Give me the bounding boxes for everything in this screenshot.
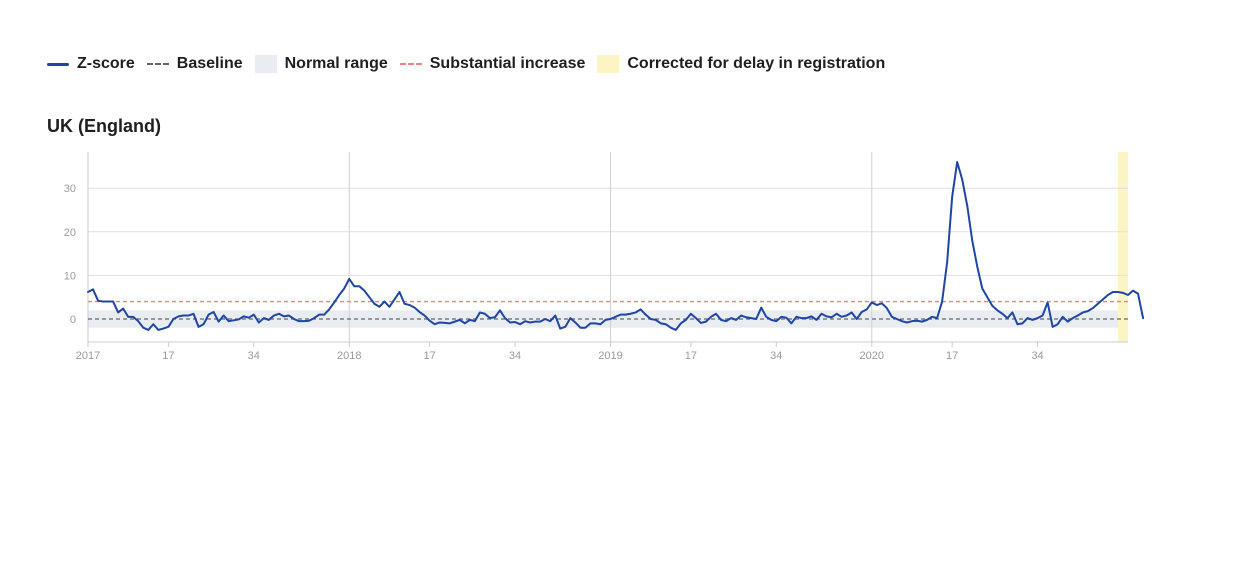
x-tick-label: 34 [1031, 350, 1043, 362]
corrected-delay-band [1117, 152, 1128, 342]
y-tick-label: 0 [70, 314, 76, 326]
legend-item: Substantial increase [399, 55, 586, 73]
x-tick-label: 17 [424, 350, 436, 362]
x-tick-label: 17 [685, 350, 697, 362]
x-tick-label: 34 [248, 350, 260, 362]
legend-item: Z-score [47, 55, 135, 73]
legend-label: Baseline [176, 55, 243, 72]
legend-label: Substantial increase [429, 55, 586, 72]
x-tick-label: 34 [509, 350, 521, 362]
legend-label: Z-score [77, 55, 135, 72]
x-tick-label: 2017 [76, 350, 100, 362]
legend-item: Corrected for delay in registration [597, 55, 885, 73]
legend-swatch [146, 63, 169, 65]
legend-swatch [254, 55, 277, 73]
legend-label: Normal range [284, 55, 388, 72]
x-tick-label: 2020 [860, 350, 884, 362]
zscore-series-line [87, 161, 1145, 331]
legend-label: Corrected for delay in registration [627, 55, 886, 72]
y-tick-label: 30 [64, 183, 76, 195]
y-tick-label: 20 [64, 227, 76, 239]
y-tick-label: 10 [64, 270, 76, 282]
legend-swatch [597, 55, 620, 73]
x-tick-label: 17 [946, 350, 958, 362]
chart-legend: Z-score Baseline Normal range Substantial i… [47, 55, 897, 73]
x-tick-label: 34 [770, 350, 782, 362]
x-tick-label: 17 [162, 350, 174, 362]
x-tick-label: 2019 [598, 350, 622, 362]
x-tick-label: 2018 [337, 350, 361, 362]
legend-item: Normal range [254, 55, 388, 73]
legend-item: Baseline [146, 55, 243, 73]
legend-swatch [399, 63, 422, 65]
chart-title: UK (England) [47, 116, 161, 136]
legend-swatch [47, 62, 69, 66]
